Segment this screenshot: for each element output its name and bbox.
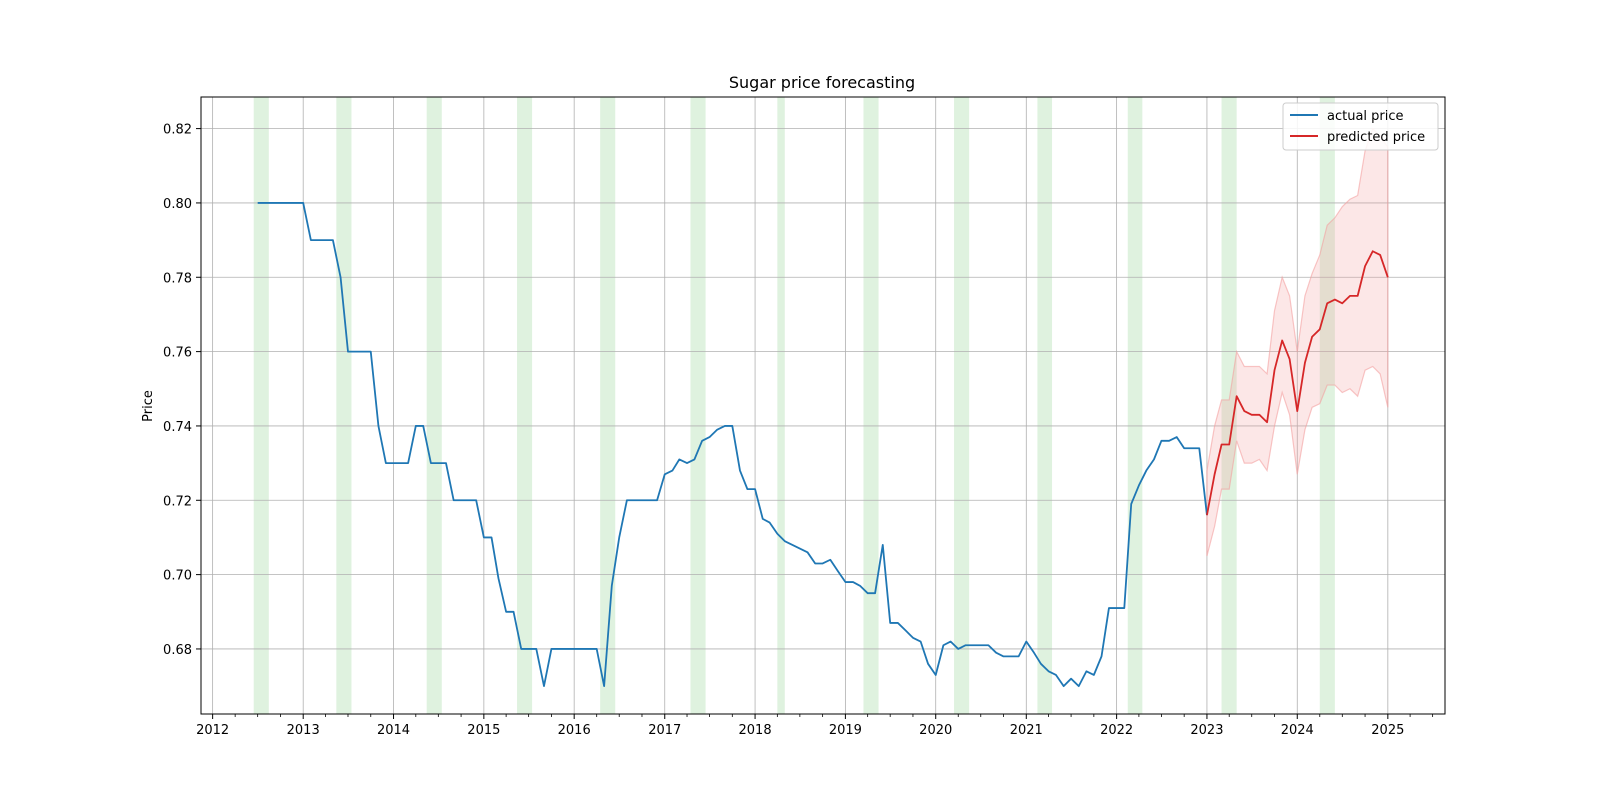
grid	[201, 97, 1445, 714]
confidence-band	[1206, 127, 1389, 557]
shaded-period-12	[1319, 97, 1335, 714]
x-tick-label-2012: 2012	[196, 723, 229, 738]
shaded-period-3	[517, 97, 533, 714]
series-lines	[257, 202, 1389, 688]
y-tick-label-0.82: 0.82	[163, 123, 192, 138]
shaded-period-6	[777, 97, 785, 714]
y-axis-label: Price	[141, 390, 156, 422]
chart-title: Sugar price forecasting	[729, 73, 915, 92]
shaded-period-2	[426, 97, 442, 714]
shaded-period-11	[1221, 97, 1237, 714]
y-tick-label-0.72: 0.72	[163, 494, 192, 509]
x-tick-label-2018: 2018	[739, 723, 772, 738]
x-tick-label-2024: 2024	[1281, 723, 1314, 738]
shaded-period-0	[253, 97, 269, 714]
shaded-period-10	[1127, 97, 1143, 714]
confidence-band-area	[1206, 127, 1389, 557]
x-tick-label-2013: 2013	[287, 723, 320, 738]
x-axis: 2012 2013 2014 2015 2016 2017 2018 2019 2020 2021…	[196, 714, 1434, 738]
y-tick-label-0.80: 0.80	[163, 197, 192, 212]
shaded-period-4	[600, 97, 616, 714]
x-tick-label-2023: 2023	[1190, 723, 1223, 738]
legend-label-predicted: predicted price	[1327, 130, 1425, 145]
y-tick-label-0.78: 0.78	[163, 271, 192, 286]
x-tick-label-2025: 2025	[1371, 723, 1404, 738]
x-tick-label-2017: 2017	[648, 723, 681, 738]
shaded-period-7	[863, 97, 879, 714]
x-tick-label-2015: 2015	[467, 723, 500, 738]
shaded-period-9	[1037, 97, 1053, 714]
plot-area	[200, 96, 1446, 715]
x-tick-label-2021: 2021	[1010, 723, 1043, 738]
x-tick-label-2019: 2019	[829, 723, 862, 738]
shaded-period-1	[336, 97, 352, 714]
legend-box	[1282, 102, 1439, 151]
y-tick-label-0.68: 0.68	[163, 643, 192, 658]
y-tick-label-0.70: 0.70	[163, 569, 192, 584]
legend: actual price predicted price	[1282, 102, 1439, 151]
legend-label-actual: actual price	[1327, 109, 1404, 124]
predicted-price-line	[1206, 250, 1389, 516]
shaded-period-8	[954, 97, 970, 714]
shaded-periods	[253, 97, 1335, 714]
shaded-period-5	[690, 97, 706, 714]
actual-price-line	[257, 202, 1208, 688]
y-axis: 0.68 0.70 0.72 0.74 0.76 0.78 0.80 0.82	[163, 123, 201, 658]
x-tick-label-2014: 2014	[377, 723, 410, 738]
y-tick-label-0.76: 0.76	[163, 346, 192, 361]
x-tick-label-2020: 2020	[919, 723, 952, 738]
x-tick-label-2016: 2016	[558, 723, 591, 738]
y-tick-label-0.74: 0.74	[163, 420, 192, 435]
x-tick-label-2022: 2022	[1100, 723, 1133, 738]
